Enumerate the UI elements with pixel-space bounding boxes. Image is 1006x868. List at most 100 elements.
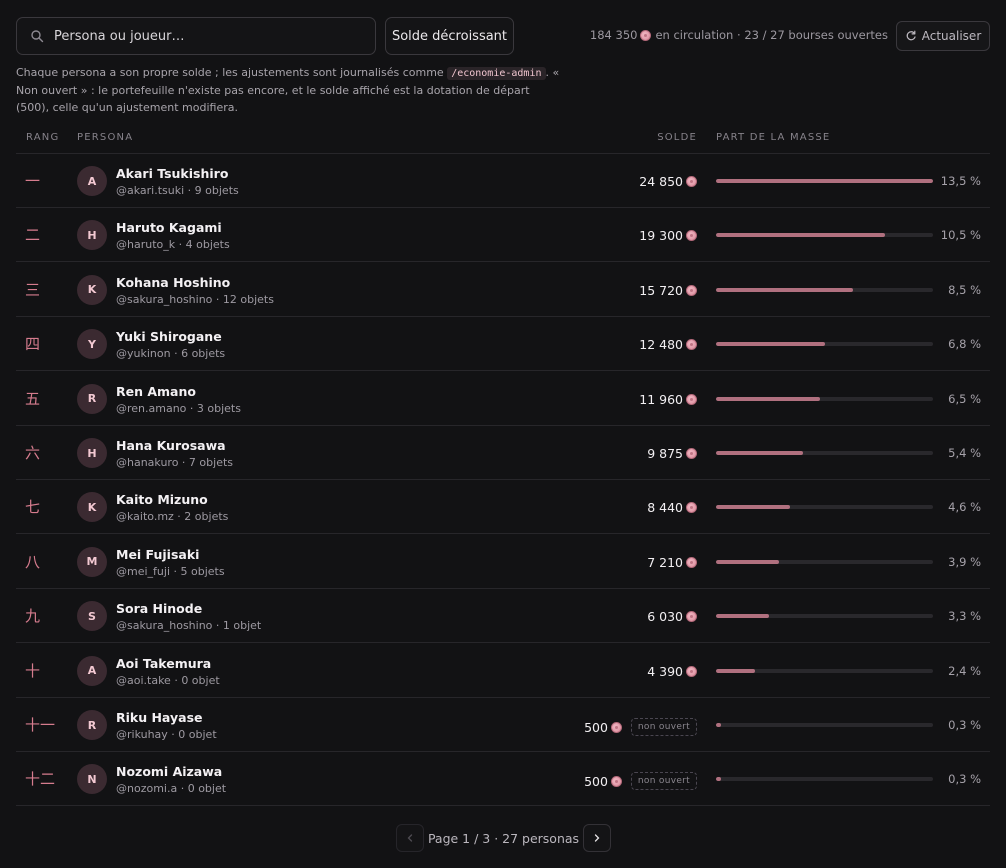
- table-row[interactable]: 七 K Kaito Mizuno @kaito.mz · 2 objets 8 440 4…: [16, 480, 990, 535]
- share-bar: [716, 614, 933, 619]
- share-percent: 6,8 %: [948, 337, 981, 352]
- table-row[interactable]: 八 M Mei Fujisaki @mei_fuji · 5 objets 7 210 3…: [16, 535, 990, 589]
- status-badge: non ouvert: [630, 718, 697, 736]
- info-note: Chaque persona a son propre solde ; les …: [16, 64, 561, 116]
- balance: 19 300: [639, 228, 697, 243]
- pagination: Page 1 / 3 · 27 personas: [396, 824, 611, 852]
- balance-value: 4 390: [647, 663, 683, 679]
- share-percent: 0,3 %: [948, 772, 981, 787]
- share-bar: [716, 451, 933, 455]
- share-bar-fill: [716, 559, 779, 564]
- persona-handle: @kaito.mz · 2 objets: [116, 510, 229, 524]
- rank-label: 二: [25, 226, 41, 245]
- table-row[interactable]: 五 R Ren Amano @ren.amano · 3 objets 11 960 6,…: [16, 372, 990, 426]
- share-percent: 13,5 %: [940, 174, 981, 188]
- circulation-amount: 184 350: [589, 28, 638, 42]
- share-bar-fill: [716, 179, 933, 183]
- persona-handle: @ren.amano · 3 objets: [116, 401, 241, 415]
- balance: 15 720: [639, 283, 697, 298]
- avatar: H: [77, 438, 107, 468]
- persona-name: Akari Tsukishiro: [116, 166, 229, 181]
- pagination-info: Page 1 / 3 · 27 personas: [427, 830, 580, 846]
- prev-page-button[interactable]: [396, 824, 424, 852]
- rank-label: 十一: [25, 716, 56, 734]
- balance: 500 non ouvert: [584, 772, 697, 791]
- search-icon: [31, 30, 44, 43]
- avatar: M: [77, 546, 107, 577]
- balance-value: 7 210: [647, 554, 683, 570]
- persona-handle: @mei_fuji · 5 objets: [116, 564, 225, 578]
- avatar: A: [77, 166, 107, 196]
- table-row[interactable]: 一 A Akari Tsukishiro @akari.tsuki · 9 objet…: [16, 154, 990, 208]
- share-percent: 8,5 %: [948, 282, 981, 297]
- persona-name: Haruto Kagami: [116, 220, 222, 236]
- coin-icon: [686, 339, 697, 351]
- share-bar: [716, 287, 933, 292]
- share-bar: [716, 505, 933, 510]
- balance-value: 24 850: [639, 174, 683, 189]
- next-page-button[interactable]: [583, 824, 611, 852]
- header-balance: SOLDE: [657, 132, 697, 143]
- share-percent: 2,4 %: [948, 663, 981, 678]
- status-badge: non ouvert: [630, 772, 697, 791]
- balance-value: 12 480: [639, 337, 683, 353]
- persona-handle: @sakura_hoshino · 1 objet: [116, 619, 262, 633]
- search-box[interactable]: [16, 17, 376, 55]
- balance-value: 8 440: [647, 500, 683, 516]
- coin-icon: [640, 29, 652, 41]
- rank-label: 五: [25, 389, 41, 408]
- table-row[interactable]: 四 Y Yuki Shirogane @yukinon · 6 objets 12 48…: [16, 317, 990, 372]
- share-bar-fill: [716, 287, 853, 292]
- persona-name: Hana Kurosawa: [116, 438, 226, 453]
- refresh-button[interactable]: Actualiser: [896, 21, 990, 51]
- table-row[interactable]: 六 H Hana Kurosawa @hanakuro · 7 objets 9 875…: [16, 426, 990, 480]
- persona-handle: @akari.tsuki · 9 objets: [116, 184, 239, 197]
- balance-value: 9 875: [647, 446, 683, 461]
- header-persona: PERSONA: [77, 132, 134, 143]
- share-percent: 6,5 %: [948, 391, 981, 406]
- coin-icon: [686, 284, 697, 296]
- chevron-left-icon: [407, 834, 413, 842]
- chevron-right-icon: [594, 834, 600, 842]
- table-row[interactable]: 十二 N Nozomi Aizawa @nozomi.a · 0 objet 500 no…: [16, 752, 990, 807]
- rank-label: 十: [25, 661, 41, 680]
- share-bar: [716, 723, 933, 727]
- share-bar-fill: [716, 342, 826, 347]
- search-input[interactable]: [54, 28, 344, 44]
- coin-icon: [686, 665, 697, 677]
- avatar: R: [77, 710, 107, 740]
- circulation-summary: 184 350 en circulation · 23 / 27 bourses…: [590, 28, 888, 42]
- share-percent: 10,5 %: [940, 228, 981, 243]
- balance-value: 6 030: [647, 609, 683, 625]
- share-bar-fill: [716, 451, 803, 455]
- refresh-label: Actualiser: [921, 29, 982, 43]
- coin-icon: [686, 448, 697, 459]
- coin-icon: [686, 502, 697, 514]
- rank-label: 六: [25, 444, 41, 462]
- rank-label: 三: [25, 280, 41, 299]
- coin-icon: [686, 176, 697, 187]
- balance-value: 500: [584, 719, 608, 735]
- table-row[interactable]: 十 A Aoi Takemura @aoi.take · 0 objet 4 390 2,…: [16, 644, 990, 698]
- balance-value: 19 300: [639, 228, 683, 244]
- table-row[interactable]: 二 H Haruto Kagami @haruto_k · 4 objets 19 30…: [16, 208, 990, 263]
- persona-handle: @nozomi.a · 0 objet: [116, 782, 227, 796]
- rank-label: 七: [25, 498, 41, 517]
- balance: 9 875: [647, 446, 697, 461]
- share-bar: [716, 342, 933, 347]
- persona-handle: @haruto_k · 4 objets: [116, 238, 230, 252]
- sort-button[interactable]: Solde décroissant: [385, 17, 514, 55]
- rank-label: 一: [25, 172, 41, 190]
- balance: 7 210: [647, 555, 697, 570]
- table-row[interactable]: 十一 R Riku Hayase @rikuhay · 0 objet 500 non o…: [16, 698, 990, 752]
- persona-name: Kaito Mizuno: [116, 492, 208, 508]
- table-row[interactable]: 三 K Kohana Hoshino @sakura_hoshino · 12 obj…: [16, 263, 990, 317]
- refresh-icon: [906, 30, 916, 41]
- table-row[interactable]: 九 S Sora Hinode @sakura_hoshino · 1 objet 6 …: [16, 589, 990, 644]
- share-bar: [716, 777, 933, 782]
- persona-handle: @hanakuro · 7 objets: [116, 456, 234, 469]
- share-bar-fill: [716, 614, 770, 619]
- persona-name: Sora Hinode: [116, 601, 203, 617]
- balance: 500 non ouvert: [584, 718, 697, 736]
- coin-icon: [686, 393, 697, 405]
